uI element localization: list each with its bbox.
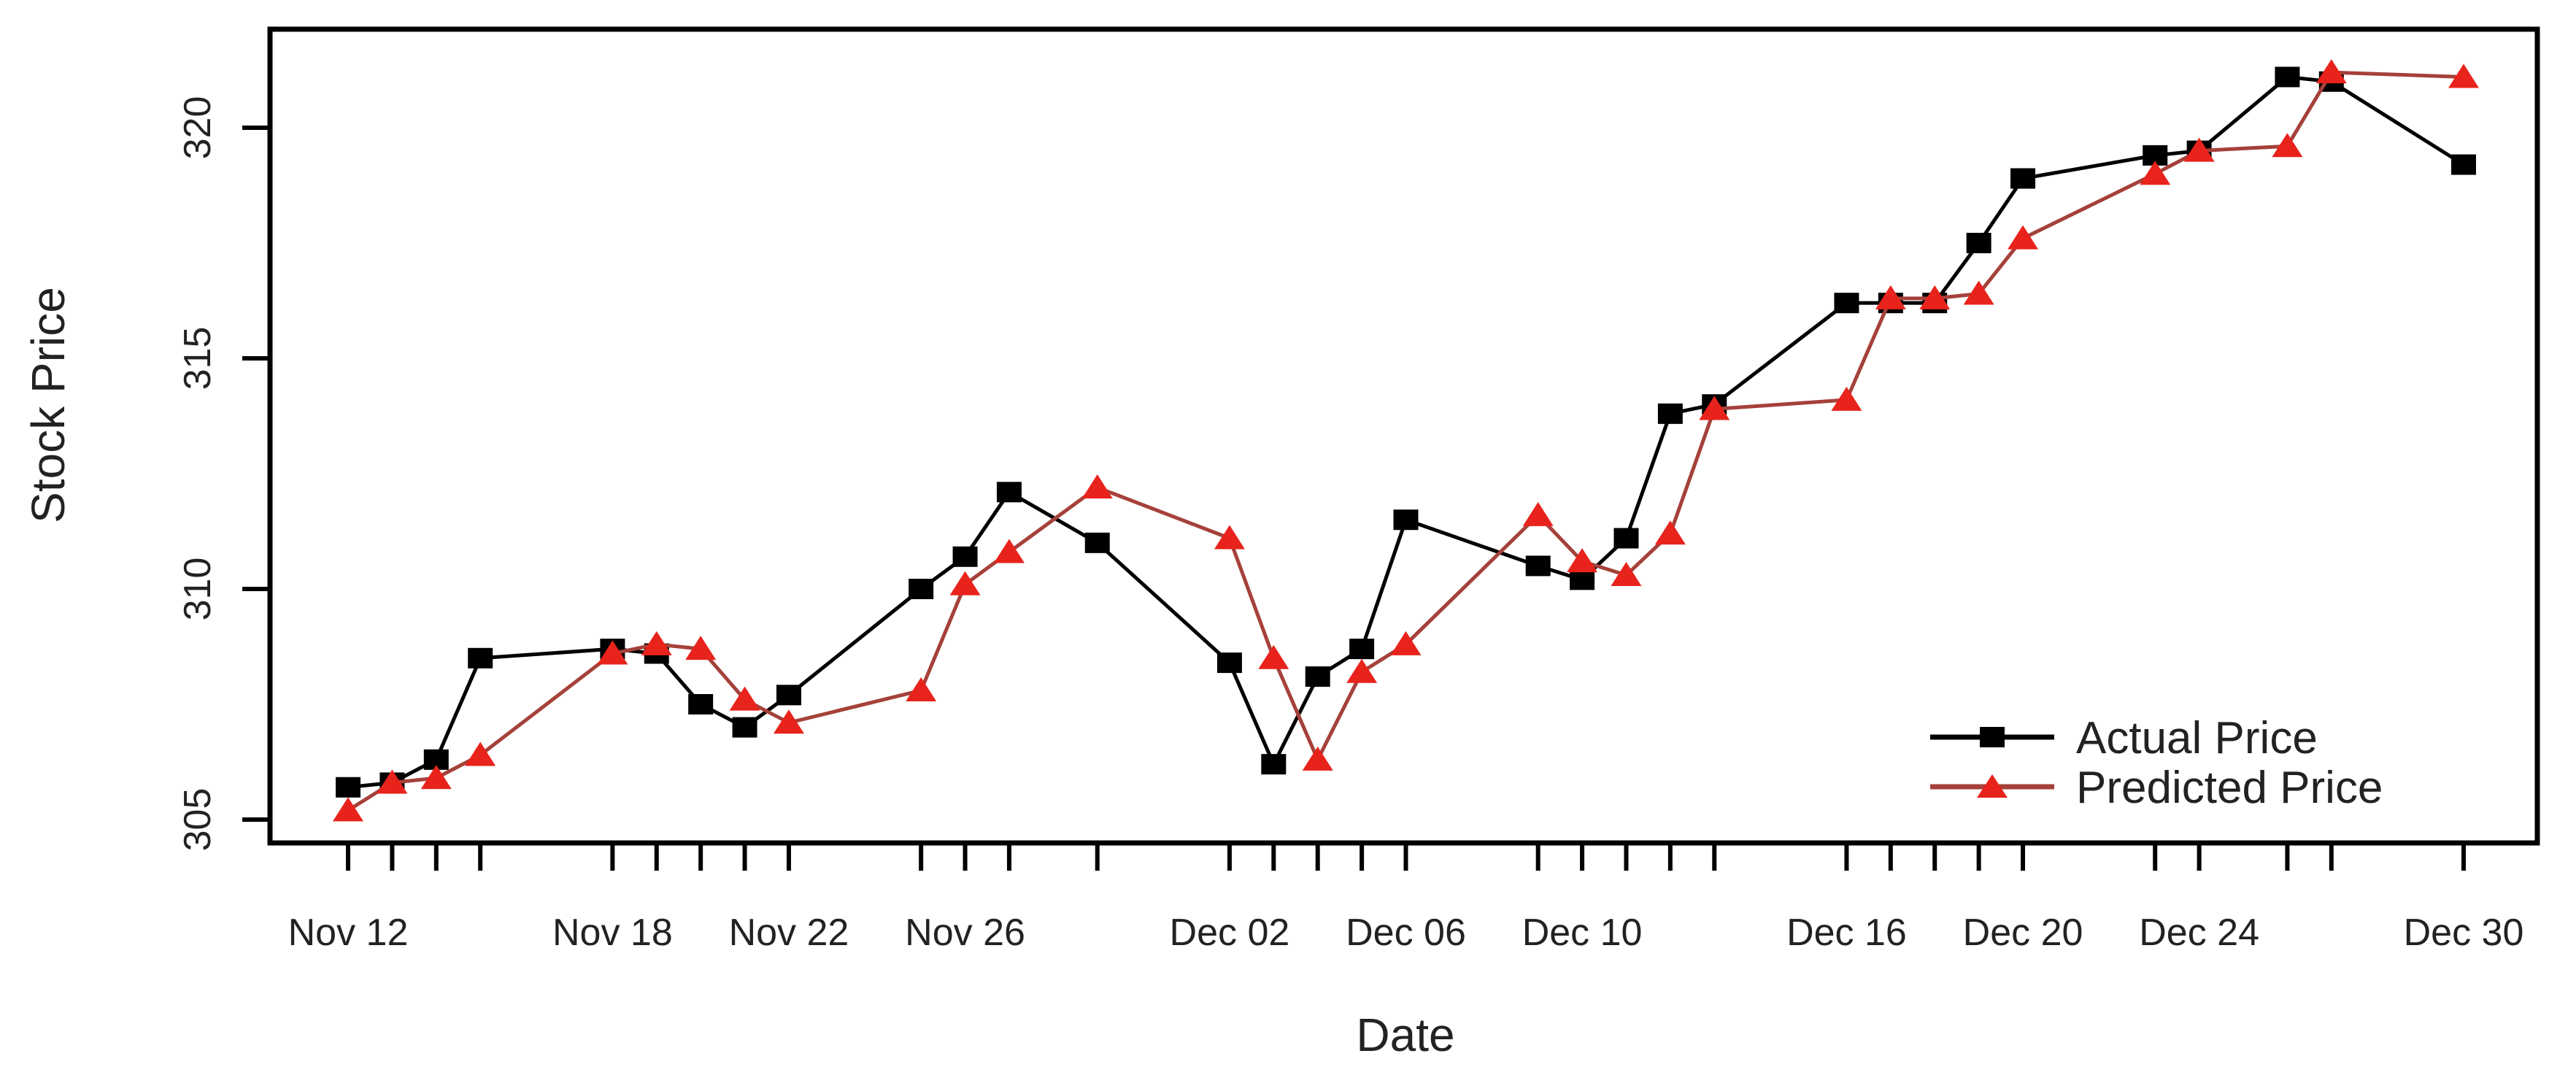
predicted-price-marker — [1346, 658, 1378, 683]
actual-price-marker — [1613, 528, 1639, 549]
predicted-price-marker — [773, 709, 804, 734]
predicted-price-marker — [1302, 746, 1333, 771]
predicted-price-marker — [2272, 133, 2303, 158]
actual-price-marker — [1834, 293, 1859, 314]
predicted-price-marker — [1567, 548, 1598, 573]
predicted-price-marker — [597, 640, 628, 665]
actual-price-legend-square-icon — [1980, 727, 2005, 747]
predicted-price-marker — [1875, 285, 1906, 309]
actual-price-marker — [1305, 666, 1330, 687]
predicted-price-marker — [2183, 137, 2215, 162]
x-axis-tick-label: Nov 12 — [288, 912, 409, 954]
actual-price-marker — [1657, 403, 1683, 424]
predicted-price-marker — [949, 571, 981, 596]
predicted-price-marker — [420, 765, 452, 790]
predicted-price-marker — [1611, 562, 1642, 587]
legend-item-actual: Actual Price — [1930, 713, 2318, 763]
actual-price-marker — [1349, 639, 1375, 660]
y-axis-tick-label: 320 — [177, 96, 219, 160]
actual-price-marker — [2010, 168, 2036, 189]
legend-label-actual: Actual Price — [2076, 713, 2318, 763]
actual-price-marker — [336, 777, 360, 798]
actual-price-marker — [732, 717, 757, 738]
actual-price-marker — [1261, 754, 1287, 775]
actual-price-marker — [996, 482, 1022, 503]
actual-price-marker — [1966, 233, 1991, 253]
x-axis-tick-label: Dec 06 — [1346, 912, 1466, 954]
predicted-price-marker — [2315, 59, 2347, 84]
actual-price-marker — [909, 579, 934, 599]
x-axis-tick-label: Nov 18 — [552, 912, 673, 954]
predicted-price-marker — [1831, 386, 1862, 411]
actual-price-marker — [688, 694, 714, 714]
x-axis-tick-label: Dec 10 — [1522, 912, 1643, 954]
actual-price-marker — [1525, 555, 1551, 577]
predicted-price-marker — [333, 797, 363, 822]
predicted-price-legend-triangle-icon — [1977, 774, 2008, 798]
legend-label-predicted: Predicted Price — [2076, 763, 2383, 813]
x-axis-tick-label: Dec 16 — [1786, 912, 1907, 954]
actual-price-marker — [776, 685, 801, 706]
actual-price-marker — [1084, 532, 1110, 553]
predicted-price-marker — [993, 539, 1025, 563]
y-axis-tick-label: 315 — [177, 327, 219, 390]
predicted-price-marker — [2008, 225, 2039, 250]
actual-price-marker — [1393, 509, 1419, 531]
x-axis-title: Date — [1356, 1009, 1454, 1061]
x-axis-tick-label: Dec 02 — [1170, 912, 1290, 954]
predicted-price-marker — [906, 677, 937, 702]
actual-price-marker — [468, 647, 493, 669]
y-axis-tick-label: 305 — [177, 788, 219, 852]
actual-price-marker — [1216, 652, 1242, 674]
y-axis-title: Stock Price — [22, 287, 74, 523]
predicted-price-marker — [1919, 285, 1951, 309]
x-axis-tick-label: Dec 20 — [1963, 912, 2083, 954]
predicted-price-marker — [377, 769, 408, 794]
predicted-price-marker — [2448, 63, 2479, 88]
predicted-price-marker — [1258, 644, 1289, 669]
predicted-price-marker — [1214, 525, 1245, 550]
actual-price-marker — [2275, 66, 2300, 88]
predicted-price-marker — [1081, 474, 1113, 498]
predicted-price-marker — [2140, 161, 2171, 185]
y-axis-tick-label: 310 — [177, 558, 219, 621]
predicted-price-marker — [1963, 280, 1994, 305]
predicted-price-marker — [641, 631, 672, 655]
predicted-price-marker — [465, 741, 496, 766]
actual-price-marker — [1570, 569, 1595, 590]
x-axis-tick-label: Nov 26 — [905, 912, 1025, 954]
x-axis-tick-label: Dec 24 — [2139, 912, 2259, 954]
predicted-price-marker — [1390, 631, 1422, 655]
predicted-price-marker — [685, 636, 717, 660]
x-axis-tick-label: Dec 30 — [2404, 912, 2524, 954]
predicted-price-marker — [1654, 520, 1686, 545]
actual-price-marker — [952, 546, 978, 567]
x-axis-tick-label: Nov 22 — [729, 912, 849, 954]
predicted-price-marker — [1522, 501, 1554, 526]
legend-item-predicted: Predicted Price — [1930, 763, 2383, 813]
predicted-price-marker — [1699, 396, 1730, 420]
legend: Actual Price Predicted Price — [1930, 713, 2383, 813]
actual-price-marker — [2451, 154, 2476, 175]
predicted-price-marker — [729, 686, 760, 711]
